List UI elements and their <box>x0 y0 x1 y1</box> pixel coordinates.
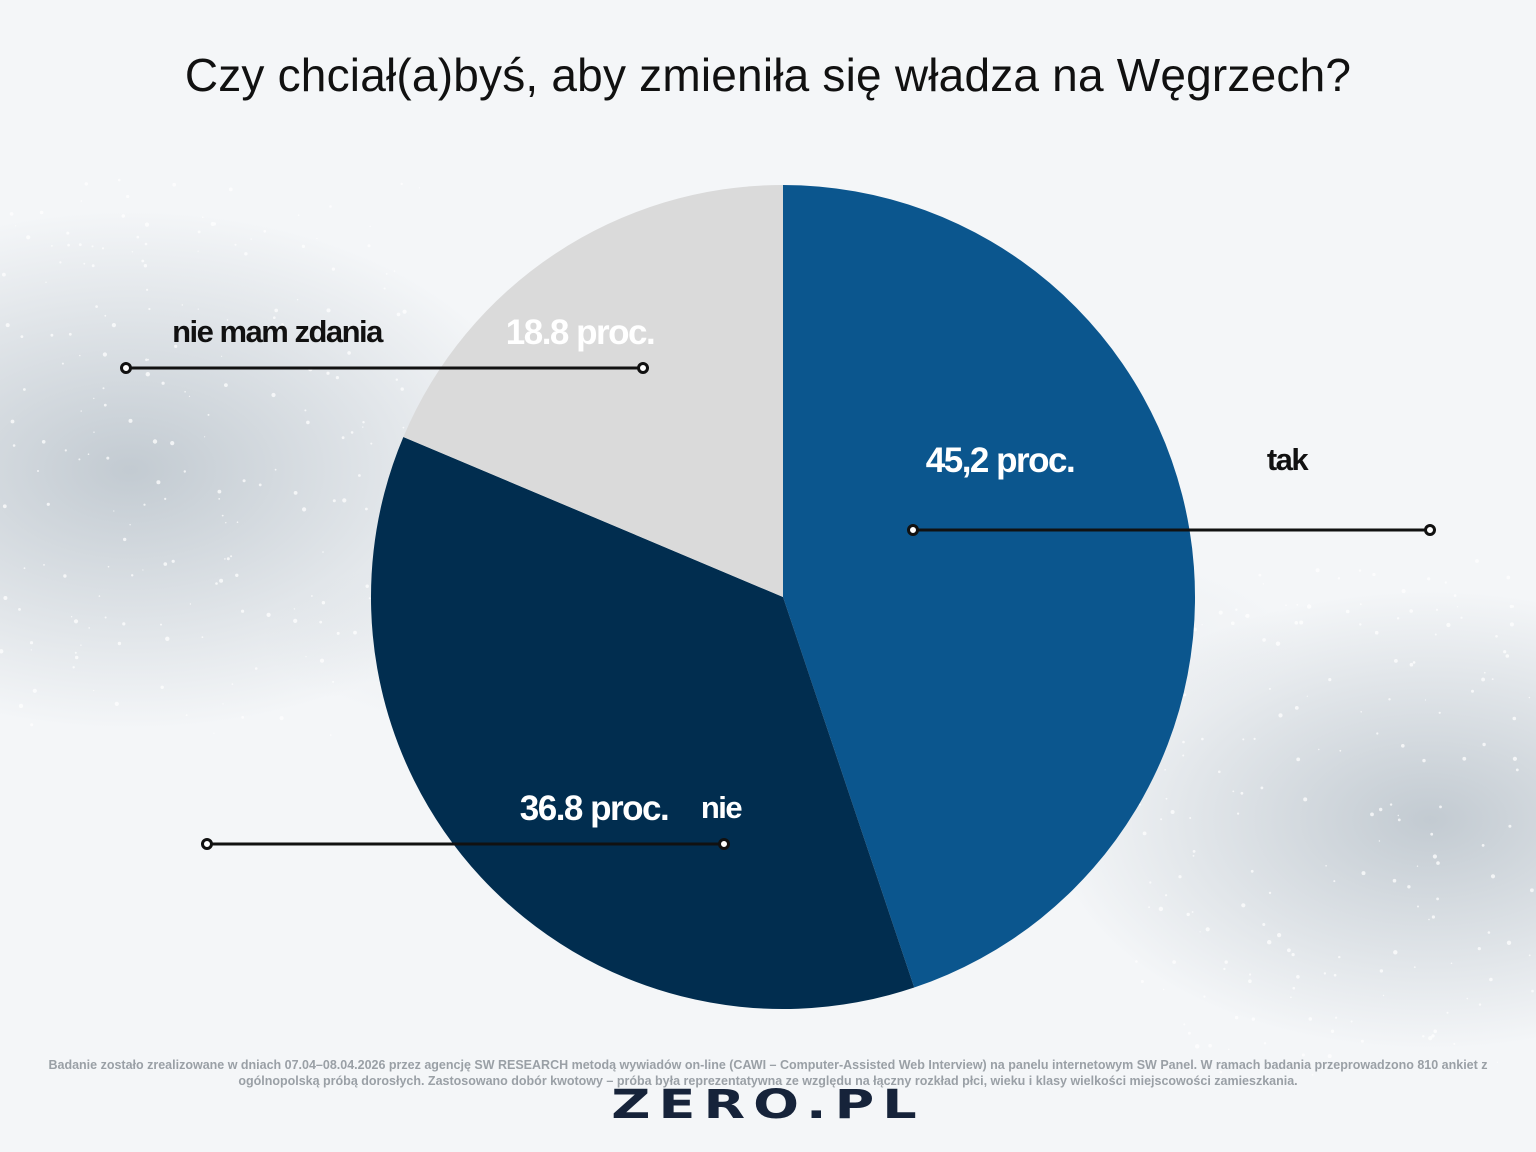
methodology-footnote: Badanie zostało zrealizowane w dniach 07… <box>48 1058 1488 1088</box>
leader-line-nie-mam-zdania <box>120 362 649 374</box>
zero-pl-logo: ZERO.PL <box>611 1082 925 1128</box>
pie-slice-tak <box>783 185 1196 988</box>
pie-slice-nie <box>370 436 915 1010</box>
leader-line-nie <box>201 838 730 850</box>
leader-endpoint <box>907 524 919 536</box>
slice-value-label-nie: 36.8 proc. <box>520 789 668 828</box>
slice-category-label-nie-mam-zdania: nie mam zdania <box>172 314 384 349</box>
leader-endpoint <box>718 838 730 850</box>
leader-endpoint <box>637 362 649 374</box>
slice-value-label-nie-mam-zdania: 18.8 proc. <box>506 313 654 352</box>
chart-title: Czy chciał(a)byś, aby zmieniła się władz… <box>184 49 1352 101</box>
leader-endpoint <box>201 838 213 850</box>
leader-endpoint <box>120 362 132 374</box>
pie-slice-nie-mam-zdania <box>403 184 783 597</box>
leader-line-tak <box>907 524 1436 536</box>
leader-endpoint <box>1424 524 1436 536</box>
slice-category-label-tak: tak <box>1267 442 1310 477</box>
slice-category-label-nie: nie <box>701 790 743 825</box>
slice-value-label-tak: 45,2 proc. <box>926 441 1074 480</box>
